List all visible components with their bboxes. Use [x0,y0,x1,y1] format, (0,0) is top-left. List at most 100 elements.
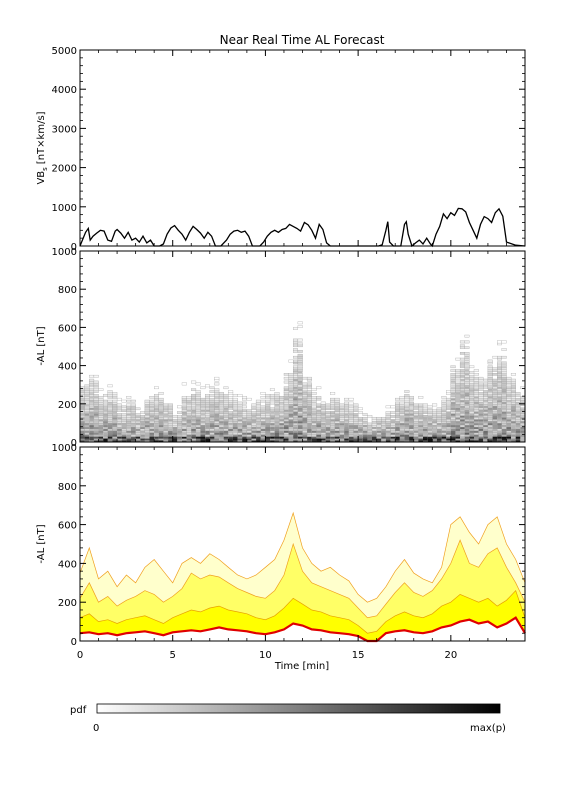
pdf-cell [163,438,169,441]
pdf-cell [214,424,220,428]
pdf-cell [464,407,470,410]
pdf-cell [251,419,257,422]
pdf-cell [492,422,498,426]
pdf-cell [131,440,136,443]
pdf-cell [307,428,312,431]
pdf-cell [195,421,201,424]
pdf-cell [455,405,461,408]
pdf-cell [182,424,187,428]
pdf-cell [140,432,145,435]
pdf-cell [293,438,298,441]
pdf-cell [353,436,359,439]
pdf-cell [297,432,303,435]
pdf-cell [339,403,345,407]
pdf-cell [446,417,451,420]
pdf-cell [464,401,470,405]
pdf-cell [107,390,113,393]
pdf-cell [98,388,104,391]
pdf-cell [177,430,182,433]
pdf-cell [358,438,363,441]
pdf-cell [154,422,159,426]
pdf-cell [464,434,470,437]
pdf-cell [177,405,183,409]
pdf-cell [297,407,303,410]
pdf-cell [84,426,90,429]
forecast-ytick-label: 1000 [52,443,77,454]
pdf-cell [297,440,303,443]
pdf-cell [297,413,303,416]
pdf-cell [362,440,368,443]
pdf-cell [242,438,247,441]
pdf-cell [501,413,507,416]
pdf-cell [348,409,354,412]
pdf-cell [307,405,312,408]
pdf-cell [149,396,155,399]
vbs-ytick-label: 2000 [52,164,77,175]
pdf-cell [265,428,271,431]
pdf-cell [297,371,303,374]
pdf-cell [89,407,94,410]
pdf-cell [260,405,266,409]
pdf-cell [459,413,465,416]
pdf-cell [154,426,159,429]
pdf-cell [302,400,308,403]
pdf-cell [367,432,373,435]
pdf-cell [464,424,470,428]
pdf-cell [302,417,308,420]
pdf-cell [93,430,99,433]
pdf-cell [362,424,368,428]
pdf-cell [103,419,108,422]
pdf-cell [446,390,451,393]
pdf-cell [344,432,349,435]
pdf-cell [297,419,303,422]
pdf-cell [483,400,488,403]
pdf-cell [293,411,298,414]
pdf-cell [233,428,238,431]
pdf-cell [334,440,340,443]
pdf-cell [311,421,317,424]
pdf-cell [501,388,507,391]
forecast-xtick-label: 5 [170,650,176,661]
pdf-cell [117,430,122,433]
pdf-cell [464,421,470,424]
pdf-cell [84,436,90,439]
pdf-cell [381,432,386,435]
pdf-cell [260,438,266,441]
pdf-cell [469,426,475,429]
pdf-cell [98,428,104,431]
pdf-cell [255,399,261,403]
pdf-cell [195,390,201,393]
pdf-cell [446,432,451,435]
forecast-y-ticks: 0 200 400 600 800 1000 [52,443,525,648]
pdf-cell [515,424,521,428]
pdf-cell [506,386,512,390]
pdf-cell [464,352,470,355]
pdf-cell [469,440,475,443]
pdf-cell [135,419,141,422]
pdf-ytick-label: 400 [58,362,77,373]
pdf-cell [455,396,461,399]
pdf-cell [432,432,437,435]
pdf-cell [284,440,289,443]
pdf-cell [284,417,289,420]
forecast-ytick-label: 0 [71,637,77,648]
pdf-cell [112,413,118,416]
pdf-cell [186,422,192,426]
pdf-cell [181,434,187,437]
pdf-cell [302,424,308,428]
pdf-cell [501,348,507,351]
pdf-cell [246,421,252,424]
pdf-cell [511,436,516,439]
pdf-cell [209,424,215,428]
pdf-cell [464,428,470,431]
pdf-cell [497,419,502,422]
pdf-cell [228,430,233,433]
pdf-cell [89,426,94,429]
pdf-cell [205,417,210,420]
pdf-cell [464,369,470,372]
pdf-cell [195,419,201,422]
pdf-cell [510,373,516,376]
pdf-cell [80,432,85,435]
pdf-cell [413,438,419,441]
pdf-cell [358,440,363,443]
